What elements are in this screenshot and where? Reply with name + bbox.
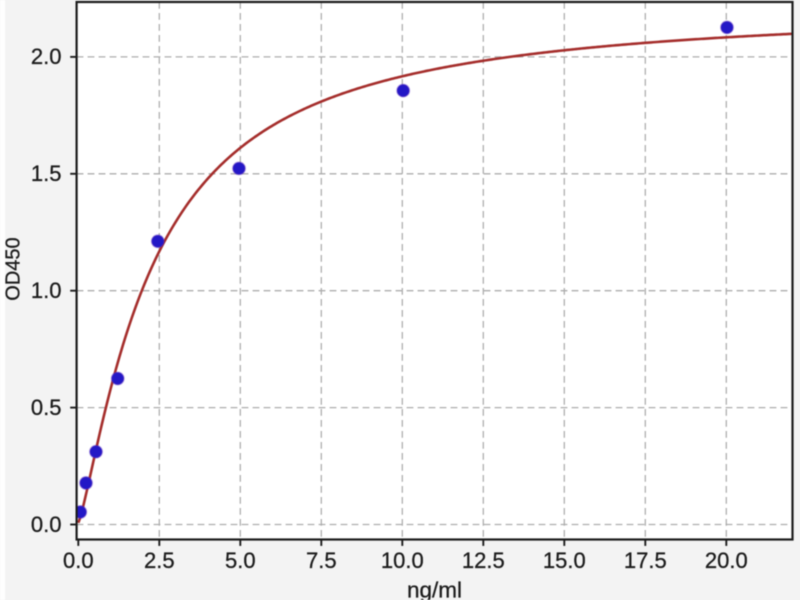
svg-text:1.5: 1.5 — [31, 161, 62, 186]
svg-text:10.0: 10.0 — [381, 548, 424, 573]
svg-text:12.5: 12.5 — [462, 548, 505, 573]
svg-text:20.0: 20.0 — [705, 548, 748, 573]
svg-text:1.0: 1.0 — [31, 278, 62, 303]
svg-text:0.0: 0.0 — [63, 548, 94, 573]
svg-text:2.0: 2.0 — [31, 44, 62, 69]
svg-text:0.0: 0.0 — [31, 512, 62, 537]
svg-text:15.0: 15.0 — [543, 548, 586, 573]
svg-text:OD450: OD450 — [3, 237, 25, 300]
svg-text:5.0: 5.0 — [225, 548, 256, 573]
svg-text:0.5: 0.5 — [31, 395, 62, 420]
svg-text:17.5: 17.5 — [624, 548, 667, 573]
svg-text:7.5: 7.5 — [306, 548, 337, 573]
svg-text:ng/ml: ng/ml — [407, 578, 462, 600]
svg-text:2.5: 2.5 — [144, 548, 175, 573]
